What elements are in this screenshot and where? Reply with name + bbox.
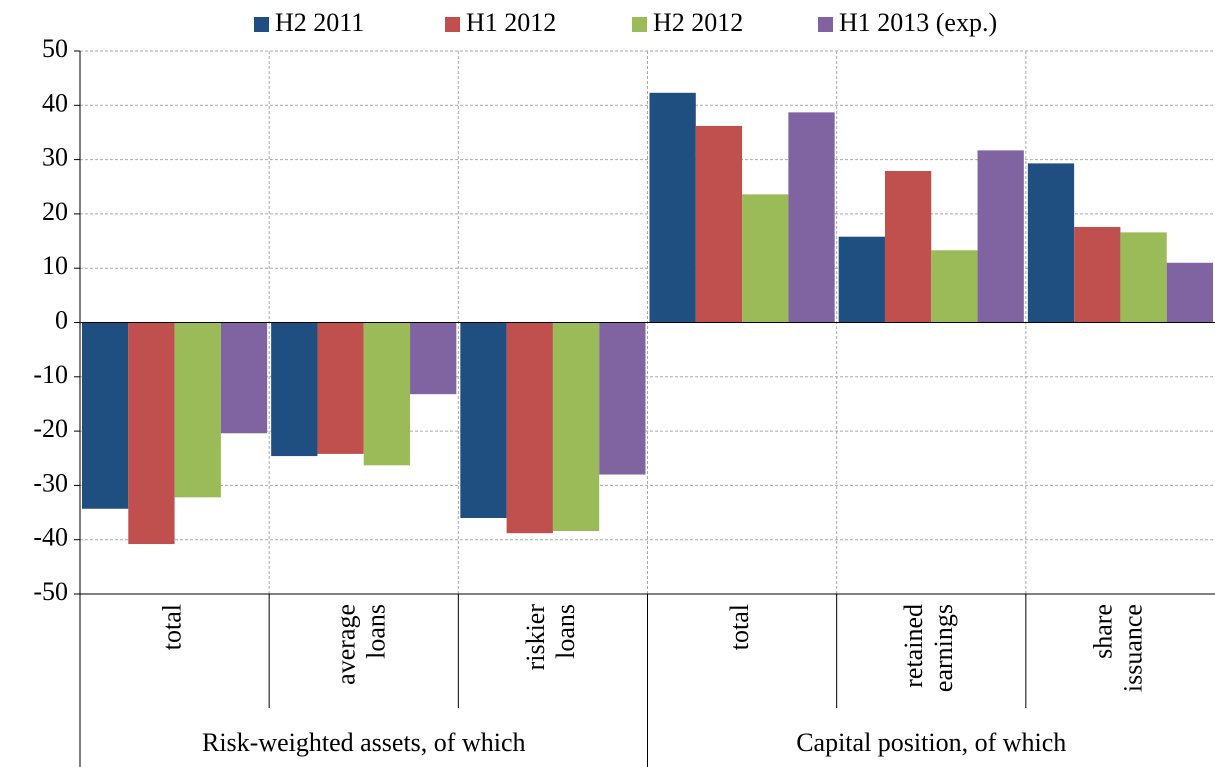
group-label: Risk-weighted assets, of which xyxy=(202,728,526,757)
y-tick-label: 0 xyxy=(55,305,68,334)
y-tick-label: 20 xyxy=(42,197,68,226)
bar xyxy=(220,322,268,434)
bar xyxy=(317,322,364,454)
bar xyxy=(695,125,743,323)
x-tick-label: total xyxy=(158,604,187,650)
legend-label: H2 2012 xyxy=(653,8,743,37)
x-tick-label: riskier xyxy=(521,604,550,671)
y-tick-label: 50 xyxy=(42,34,68,63)
y-tick-label: 10 xyxy=(42,251,68,280)
bar xyxy=(82,322,129,509)
bar xyxy=(271,322,318,457)
x-tick-label: average xyxy=(332,604,361,685)
bar xyxy=(788,112,835,323)
bar xyxy=(410,322,457,395)
x-tick-label: earnings xyxy=(929,604,958,692)
bar xyxy=(977,150,1024,323)
bar xyxy=(174,322,221,498)
x-tick-label: loans xyxy=(551,604,580,659)
y-tick-label: -30 xyxy=(33,468,68,497)
bar xyxy=(128,322,175,545)
y-tick-label: -40 xyxy=(33,523,68,552)
bar xyxy=(1027,163,1075,323)
y-tick-label: -20 xyxy=(33,414,68,443)
bar xyxy=(363,322,411,466)
y-tick-label: -10 xyxy=(33,360,68,389)
bar xyxy=(742,194,789,323)
x-tick-label: issuance xyxy=(1118,604,1147,692)
x-tick-label: loans xyxy=(362,604,391,659)
bar xyxy=(1074,226,1121,323)
legend-label: H2 2011 xyxy=(275,8,364,37)
x-tick-label: total xyxy=(725,604,754,650)
y-tick-label: 30 xyxy=(42,143,68,172)
x-tick-label: retained xyxy=(899,604,928,688)
bar xyxy=(649,92,696,323)
bar xyxy=(506,322,553,534)
group-label: Capital position, of which xyxy=(796,728,1066,757)
legend-swatch xyxy=(818,17,833,32)
legend-swatch xyxy=(632,17,647,32)
bar xyxy=(931,250,978,323)
bar xyxy=(552,322,600,532)
bar xyxy=(460,322,507,518)
bar xyxy=(1120,232,1167,323)
y-tick-label: -50 xyxy=(33,577,68,606)
legend-label: H1 2013 (exp.) xyxy=(839,8,997,37)
legend-label: H1 2012 xyxy=(466,8,556,37)
bar xyxy=(1166,262,1213,323)
y-tick-label: 40 xyxy=(42,88,68,117)
bar xyxy=(884,171,932,323)
legend-swatch xyxy=(445,17,460,32)
x-tick-label: share xyxy=(1088,604,1117,659)
bar xyxy=(599,322,646,475)
bar xyxy=(838,236,885,323)
legend-swatch xyxy=(254,17,269,32)
